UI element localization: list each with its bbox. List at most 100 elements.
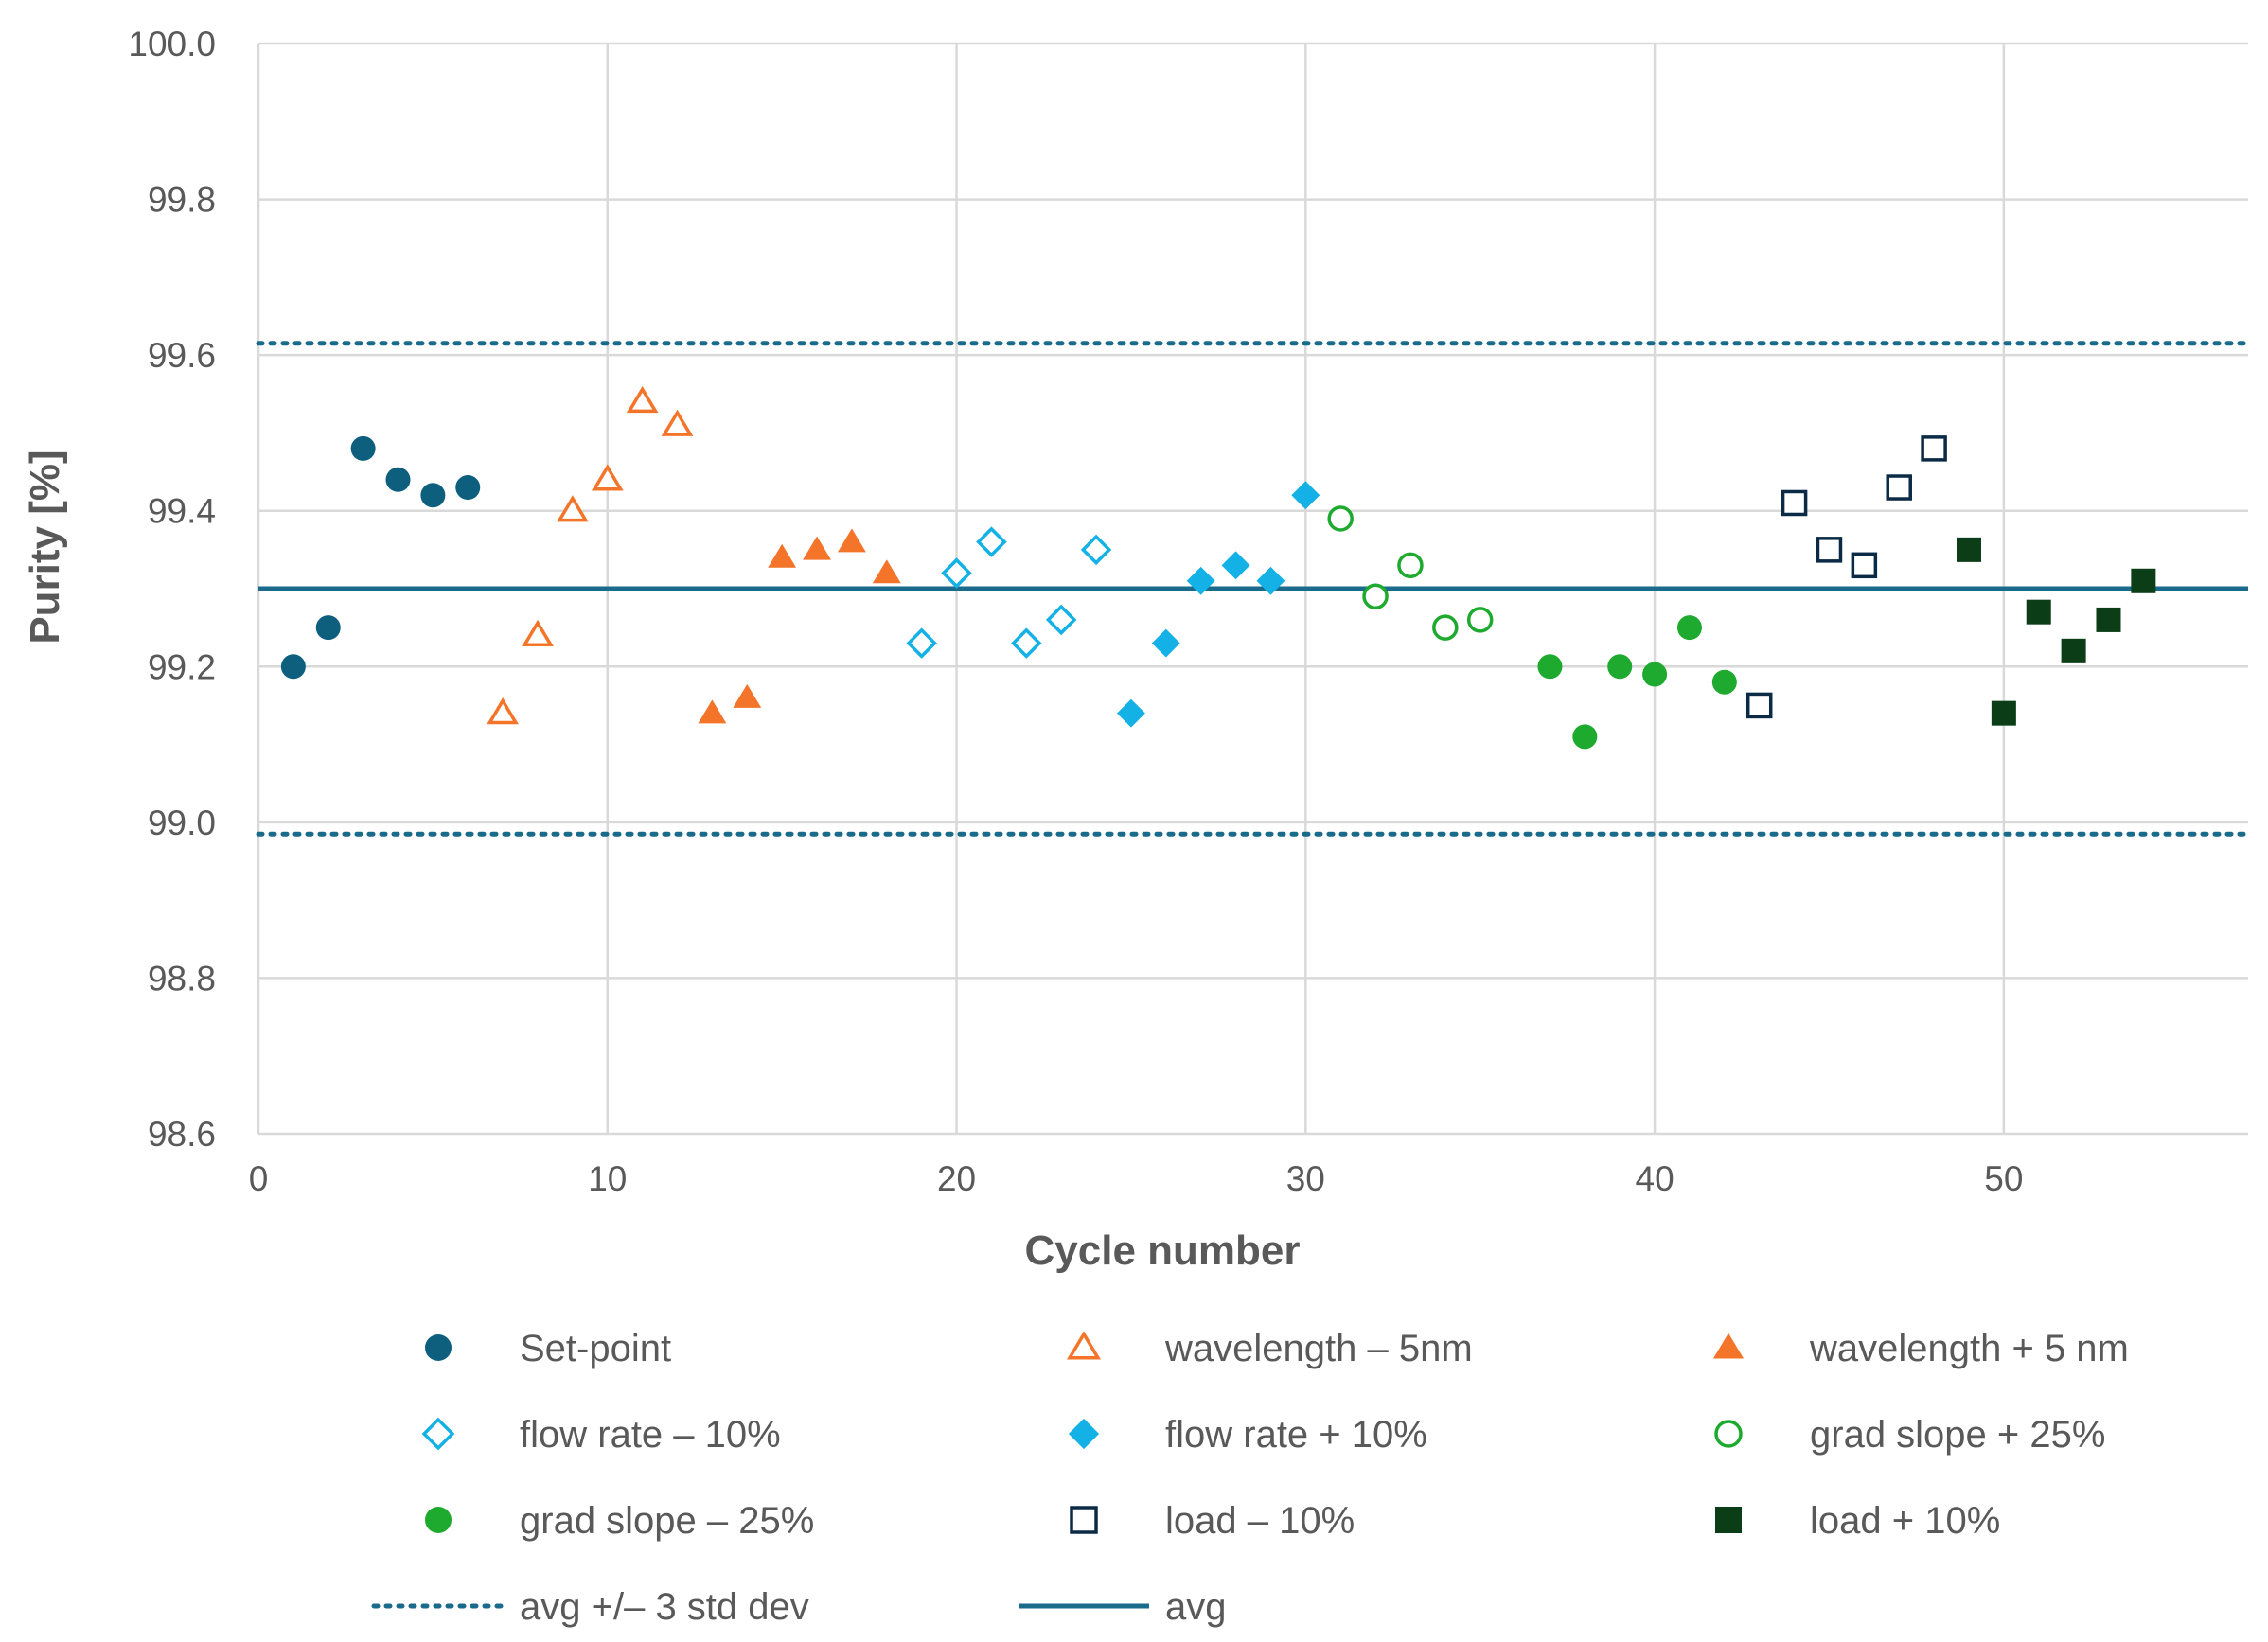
data-point	[420, 483, 446, 508]
data-point	[1991, 700, 2016, 726]
legend-label: wavelength – 5nm	[1164, 1328, 1473, 1369]
data-point	[872, 559, 901, 584]
reference-lines	[256, 341, 2251, 837]
legend-marker	[425, 1334, 452, 1361]
legend-marker	[425, 1507, 452, 1533]
series-grad-slope-25-	[1327, 505, 1494, 641]
data-point	[1572, 724, 1598, 750]
y-tick-label: 100.0	[128, 25, 216, 63]
series-flow-rate-10-	[906, 526, 1112, 659]
data-point	[522, 619, 554, 647]
legend-label: grad slope – 25%	[520, 1500, 814, 1542]
legend-marker	[1714, 1420, 1743, 1448]
data-point	[1397, 552, 1424, 579]
data-point	[1607, 654, 1633, 680]
data-point	[1886, 474, 1912, 501]
x-tick-label: 30	[1286, 1159, 1325, 1198]
data-point	[2131, 568, 2156, 593]
data-point	[2061, 638, 2086, 663]
data-point	[1116, 698, 1145, 728]
data-point	[661, 409, 694, 436]
data-point	[455, 475, 481, 501]
data-point	[1432, 614, 1459, 641]
legend: Set-point wavelength – 5nm wavelength + 5 …	[371, 1328, 2129, 1628]
x-axis-title: Cycle number	[1025, 1227, 1301, 1274]
data-point	[1080, 534, 1112, 566]
y-tick-label: 99.0	[148, 803, 216, 842]
data-point	[837, 528, 866, 553]
x-tick-label: 20	[937, 1159, 976, 1198]
y-tick-label: 98.8	[148, 959, 216, 998]
x-tick-label: 40	[1636, 1159, 1674, 1198]
data-point	[803, 536, 831, 560]
data-points	[280, 385, 2156, 750]
series-flow-rate-10-	[1116, 481, 1320, 728]
data-point	[1921, 435, 1947, 462]
data-point	[1781, 489, 1808, 517]
series-grad-slope-25-	[1537, 615, 1737, 750]
x-tick-label: 10	[588, 1159, 627, 1198]
legend-label: flow rate – 10%	[520, 1414, 781, 1456]
data-point	[1362, 583, 1389, 609]
data-point	[315, 615, 341, 641]
data-point	[1956, 537, 1981, 562]
data-point	[2096, 607, 2121, 632]
data-point	[906, 627, 937, 659]
data-point	[1221, 551, 1250, 580]
legend-label: avg	[1165, 1586, 1227, 1628]
x-tick-label: 0	[249, 1159, 269, 1198]
data-point	[2026, 599, 2051, 625]
legend-label: Set-point	[520, 1328, 671, 1369]
data-point	[280, 654, 306, 680]
data-point	[487, 697, 520, 725]
data-point	[1045, 604, 1077, 636]
data-point	[768, 543, 797, 568]
data-point	[1466, 607, 1494, 633]
data-point	[1851, 552, 1878, 579]
y-tick-label: 99.2	[148, 647, 216, 686]
legend-marker	[1068, 1418, 1100, 1450]
data-point	[1256, 566, 1285, 595]
data-point	[1745, 692, 1773, 719]
data-point	[733, 683, 762, 708]
y-tick-labels: 98.6 98.8 99.0 99.2 99.4 99.6 99.8 100.0	[128, 25, 216, 1154]
data-point	[1151, 628, 1180, 658]
legend-label: load + 10%	[1810, 1500, 2000, 1542]
data-point	[591, 464, 624, 491]
data-point	[1711, 669, 1737, 695]
data-point	[698, 699, 727, 724]
legend-label: flow rate + 10%	[1165, 1414, 1427, 1456]
series-load-10-	[1745, 435, 1947, 719]
legend-marker	[1066, 1331, 1102, 1360]
data-point	[976, 526, 1007, 557]
data-point	[385, 467, 411, 492]
legend-label: avg +/– 3 std dev	[520, 1586, 809, 1628]
y-axis-title: Purity [%]	[22, 450, 68, 644]
data-point	[1291, 481, 1320, 510]
x-tick-label: 50	[1984, 1159, 2023, 1198]
legend-label: load – 10%	[1165, 1500, 1355, 1542]
data-point	[1816, 537, 1843, 563]
series-set-point	[280, 435, 481, 680]
legend-marker	[1715, 1507, 1742, 1533]
series-wavelength-5nm	[487, 385, 694, 725]
legend-marker	[1070, 1506, 1098, 1534]
data-point	[350, 435, 376, 461]
data-point	[557, 495, 589, 522]
data-point	[1011, 627, 1042, 659]
y-tick-label: 99.8	[148, 181, 216, 220]
legend-marker	[1712, 1333, 1745, 1359]
legend-label: wavelength + 5 nm	[1809, 1328, 2129, 1369]
legend-marker	[421, 1417, 455, 1451]
y-tick-label: 99.6	[148, 336, 216, 375]
y-tick-label: 98.6	[148, 1115, 216, 1154]
data-point	[1642, 662, 1668, 687]
data-point	[941, 557, 972, 589]
series-load-10-	[1956, 537, 2156, 726]
data-point	[626, 385, 659, 414]
data-point	[1186, 566, 1215, 595]
series-wavelength-5-nm	[698, 528, 901, 724]
y-tick-label: 99.4	[148, 492, 216, 531]
data-point	[1537, 654, 1563, 680]
